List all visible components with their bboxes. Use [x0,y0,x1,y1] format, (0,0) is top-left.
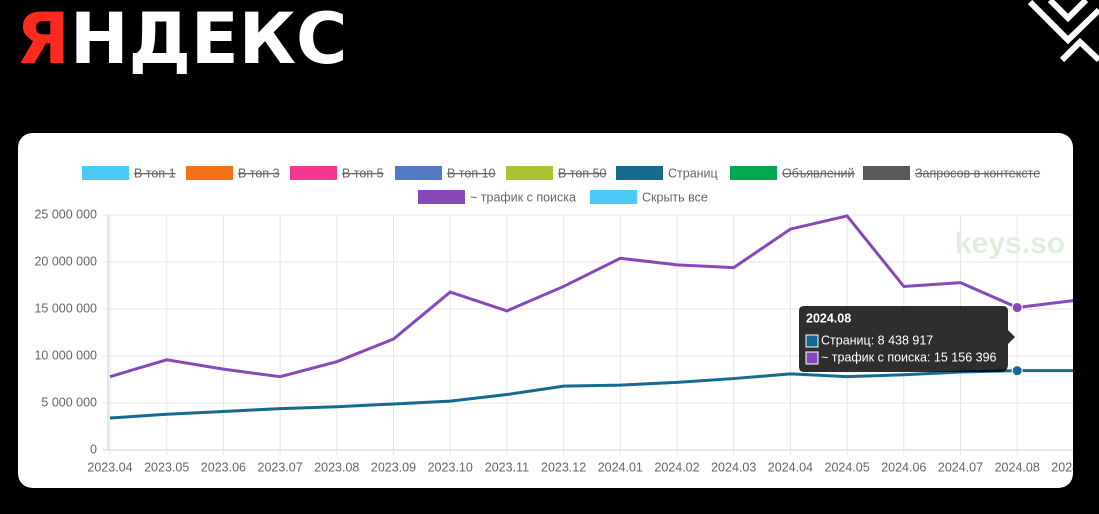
series-line [109,369,1073,420]
x-tick-label: 2024.05 [825,460,870,474]
series-line [109,214,1073,379]
legend-label: В топ 1 [134,166,176,180]
watermark: keys.so [955,227,1065,260]
x-tick-label: 2024.04 [768,460,813,474]
x-tick-label: 2023.05 [144,460,189,474]
toggle-all-label[interactable]: Скрыть все [642,190,708,204]
x-tick-label: 2024.09 [1051,460,1096,474]
hover-point [1011,302,1023,314]
x-tick-label: 2023.12 [541,460,586,474]
x-tick-label: 2023.04 [87,460,132,474]
x-tick-label: 2024.06 [881,460,926,474]
legend-swatch [506,166,553,180]
x-tick-label: 2024.07 [938,460,983,474]
x-tick-label: 2023.06 [201,460,246,474]
legend-swatch [730,166,777,180]
y-tick-label: 5 000 000 [41,395,97,409]
logo-first: Я [16,0,70,80]
legend-swatch [616,166,663,180]
legend-swatch [863,166,910,180]
card [18,133,1073,488]
tooltip-item: ~ трафик с поиска: 15 156 396 [821,350,997,364]
logo-rest: НДЕКС [70,0,347,80]
tooltip-box [799,306,1015,372]
legend-label: ~ трафик с поиска [470,190,576,204]
legend-swatch [290,166,337,180]
tooltip-title: 2024.08 [806,311,851,325]
x-tick-label: 2023.11 [485,460,529,474]
x-tick-label: 2023.10 [428,460,473,474]
y-tick-label: 0 [90,442,97,456]
legend-label: В топ 50 [558,166,607,180]
tooltip-swatch [805,351,819,365]
legend-swatch [395,166,442,180]
x-tick-label: 2024.02 [654,460,699,474]
legend-label: Объявлений [782,166,855,180]
tooltip-item: Страниц: 8 438 917 [821,333,933,347]
x-tick-label: 2024.08 [995,460,1040,474]
legend-label: В топ 10 [447,166,496,180]
legend-swatch [418,190,465,204]
legend-swatch [186,166,233,180]
chevrons [1027,0,1099,63]
hover-point [1011,365,1023,377]
toggle-all-swatch [590,190,637,204]
x-tick-label: 2023.09 [371,460,416,474]
y-tick-label: 20 000 000 [34,254,97,268]
x-tick-label: 2023.08 [314,460,359,474]
x-tick-label: 2024.01 [598,460,643,474]
x-tick-label: 2024.03 [711,460,756,474]
legend-label: В топ 3 [238,166,280,180]
y-tick-label: 10 000 000 [34,348,97,362]
tooltip-swatch [805,334,819,348]
y-tick-label: 25 000 000 [34,207,97,221]
y-tick-label: 15 000 000 [34,301,97,315]
legend-label: Страниц [668,166,718,180]
x-tick-label: 2023.07 [258,460,303,474]
legend-swatch [82,166,129,180]
legend-label: Запросов в контексте [915,166,1040,180]
legend-label: В топ 5 [342,166,384,180]
